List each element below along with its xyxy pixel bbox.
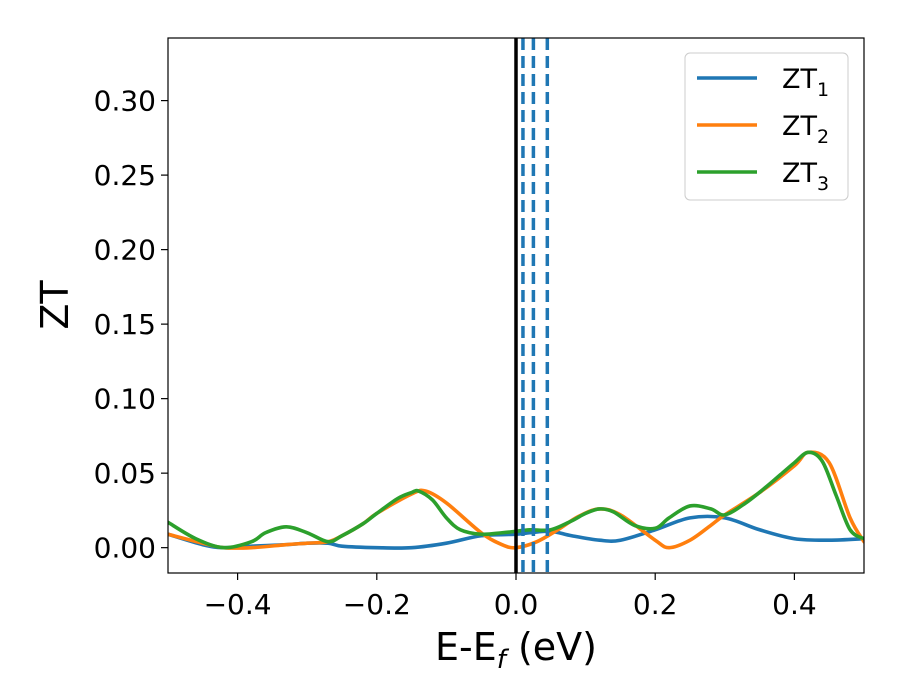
y-tick-label: 0.05 [94, 457, 156, 490]
x-tick-label: 0.0 [494, 588, 539, 621]
x-tick-label: 0.4 [772, 588, 817, 621]
y-tick-label: 0.20 [94, 234, 156, 267]
plot-area [168, 38, 864, 573]
legend: ZT1 ZT2 ZT3 [684, 52, 849, 201]
y-tick-label: 0.00 [94, 532, 156, 565]
x-axis-label: E-Ef (eV) [435, 625, 597, 675]
y-tick-label: 0.15 [94, 308, 156, 341]
y-tick-label: 0.10 [94, 383, 156, 416]
x-axis: −0.4 −0.2 0.0 0.2 0.4 [204, 573, 817, 621]
legend-label-zt1: ZT1 [782, 64, 829, 101]
x-tick-label: 0.2 [633, 588, 678, 621]
x-axis-label-main: E-E [435, 625, 497, 669]
x-axis-label-unit: (eV) [506, 625, 597, 669]
legend-label-zt3: ZT3 [782, 158, 829, 195]
legend-box [684, 52, 849, 201]
x-tick-label: −0.2 [343, 588, 411, 621]
y-axis: 0.00 0.05 0.10 0.15 0.20 0.25 0.30 [94, 85, 168, 565]
y-axis-label: ZT [33, 280, 77, 330]
y-tick-label: 0.25 [94, 159, 156, 192]
series-line-zt3 [168, 450, 864, 550]
y-tick-label: 0.30 [94, 85, 156, 118]
x-tick-label: −0.4 [204, 588, 272, 621]
legend-label-zt2: ZT2 [782, 111, 829, 148]
